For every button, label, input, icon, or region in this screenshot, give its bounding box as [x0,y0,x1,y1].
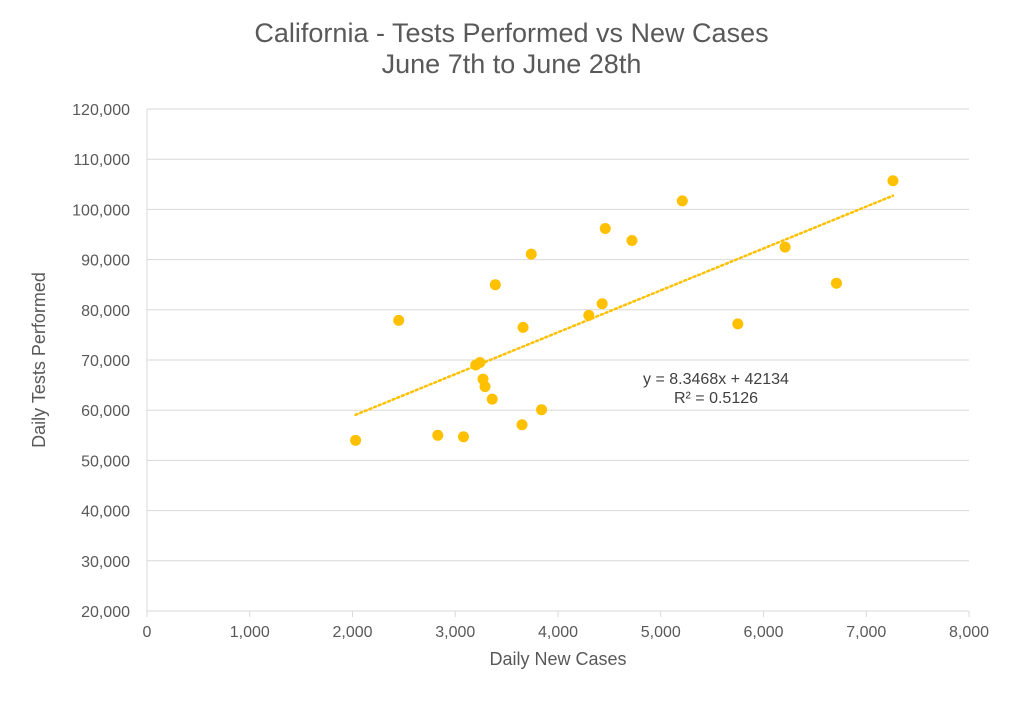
x-tick-label: 5,000 [641,624,681,641]
y-tick-label: 120,000 [72,102,130,119]
data-point [536,404,548,416]
y-tick-label: 40,000 [81,504,130,521]
trendline [354,194,895,417]
x-tick-label: 4,000 [538,624,578,641]
x-tick-label: 6,000 [743,624,783,641]
data-point [479,381,491,393]
y-tick-label: 50,000 [81,453,130,470]
data-point [393,314,405,326]
trendline-equation: y = 8.3468x + 42134 [643,371,789,388]
data-point [830,277,842,289]
y-tick-label: 60,000 [81,403,130,420]
data-point [486,393,498,405]
data-point [887,175,899,187]
data-point [525,248,537,260]
data-point [599,222,611,234]
data-point [732,318,744,330]
x-tick-label: 0 [143,624,152,641]
y-axis-title: Daily Tests Performed [29,272,49,448]
chart-title-line: California - Tests Performed vs New Case… [254,18,769,48]
y-tick-label: 80,000 [81,303,130,320]
x-tick-label: 8,000 [949,624,989,641]
x-tick-label: 2,000 [332,624,372,641]
chart-title: California - Tests Performed vs New Case… [0,18,1023,80]
y-tick-label: 70,000 [81,353,130,370]
data-point [779,241,791,253]
trendline-r-squared: R² = 0.5126 [674,390,758,407]
data-point [457,431,469,443]
x-tick-label: 1,000 [230,624,270,641]
data-point [583,309,595,321]
y-tick-label: 30,000 [81,554,130,571]
data-point [626,235,638,247]
y-tick-label: 100,000 [72,202,130,219]
y-tick-label: 20,000 [81,604,130,621]
y-tick-label: 110,000 [73,152,130,169]
data-point [350,434,362,446]
data-point [489,279,501,291]
chart-subtitle: June 7th to June 28th [381,49,642,79]
x-tick-label: 7,000 [846,624,886,641]
x-tick-label: 3,000 [435,624,475,641]
data-point [474,357,486,369]
data-point [516,419,528,431]
data-point [676,195,688,207]
data-point [432,429,444,441]
x-axis-title: Daily New Cases [489,649,626,669]
data-point [517,321,529,333]
data-point [596,298,608,310]
y-tick-label: 90,000 [81,253,130,270]
